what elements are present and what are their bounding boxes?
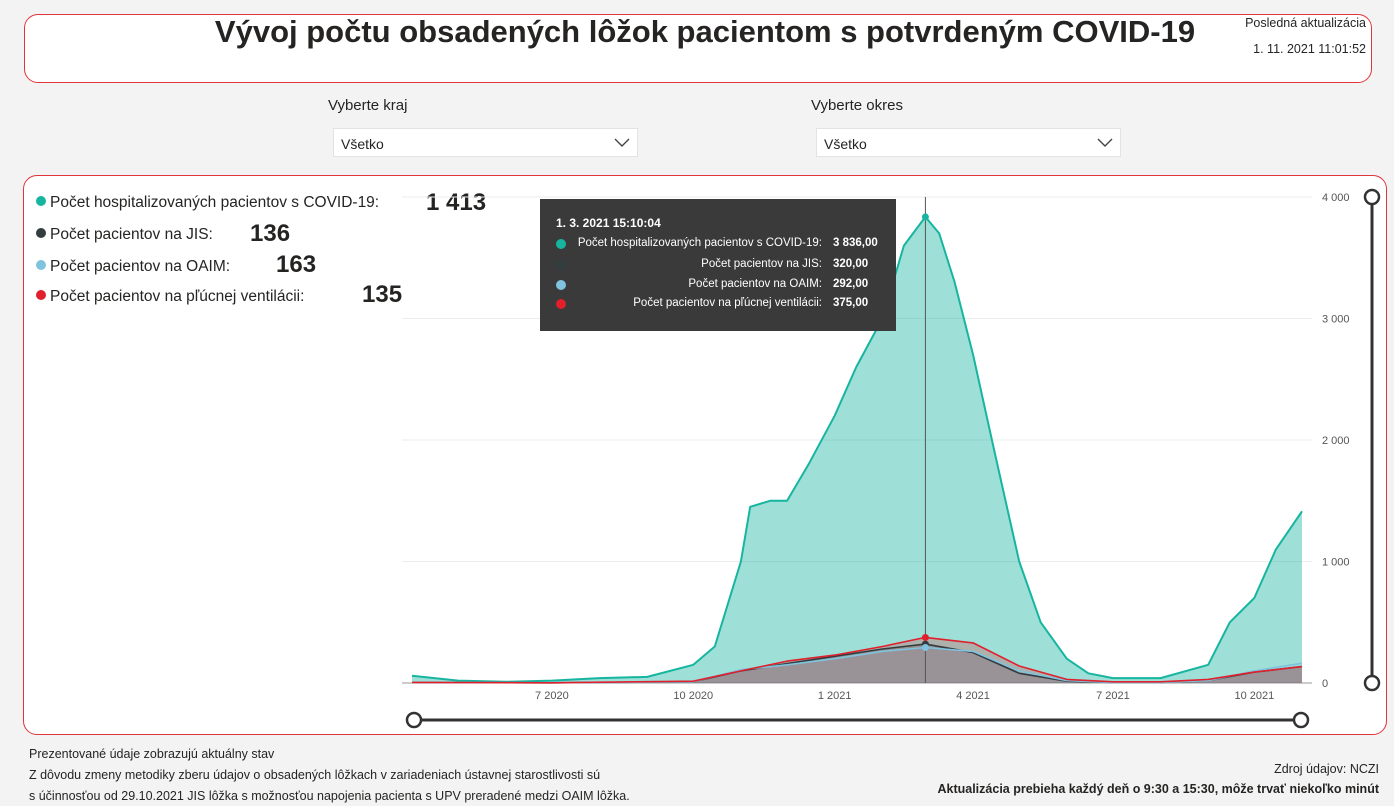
legend-icu-label: Počet pacientov na JIS:: [50, 226, 213, 243]
legend-hospitalized: Počet hospitalizovaných pacientov s COVI…: [36, 194, 379, 212]
legend-hospitalized-label: Počet hospitalizovaných pacientov s COVI…: [50, 194, 380, 211]
legend-dot-icon: [36, 290, 46, 300]
legend-dot-icon: [36, 196, 46, 206]
tooltip-row-name: Počet pacientov na pľúcnej ventilácii:: [633, 297, 822, 309]
series-area-oaim: [412, 647, 1302, 683]
legend-icu: Počet pacientov na JIS:: [36, 226, 213, 244]
tooltip-dot-icon: [556, 239, 566, 249]
chart-tooltip: 1. 3. 2021 15:10:04 Počet hospitalizovan…: [540, 199, 896, 331]
header-panel: [24, 14, 1372, 83]
y-tick-label: 3 000: [1322, 314, 1350, 326]
x-slider-left-handle[interactable]: [405, 711, 423, 729]
tooltip-row-value: 3 836,00: [833, 237, 878, 249]
tooltip-row: Počet hospitalizovaných pacientov s COVI…: [540, 237, 896, 253]
tooltip-dot-icon: [556, 280, 566, 290]
legend-oaim: Počet pacientov na OAIM:: [36, 258, 230, 276]
legend-dot-icon: [36, 260, 46, 270]
tooltip-row-value: 320,00: [833, 258, 869, 270]
kpi-oaim: 163: [276, 251, 317, 278]
x-tick-label: 4 2021: [956, 690, 990, 702]
y-tick-label: 1 000: [1322, 557, 1350, 569]
kpi-hospitalized: 1 413: [426, 189, 487, 216]
tooltip-row-name: Počet hospitalizovaných pacientov s COVI…: [577, 237, 822, 249]
legend-ventilation-label: Počet pacientov na pľúcnej ventilácii:: [50, 288, 305, 305]
legend-dot-icon: [36, 228, 46, 238]
legend-oaim-label: Počet pacientov na OAIM:: [50, 258, 231, 275]
tooltip-row-value: 292,00: [833, 278, 869, 290]
footer-line-2: Z dôvodu zmeny metodiky zberu údajov o o…: [29, 768, 601, 782]
y-tick-label: 0: [1322, 678, 1328, 690]
hover-point-oaim: [921, 644, 929, 652]
y-range-slider[interactable]: [1363, 188, 1381, 692]
x-tick-label: 7 2021: [1096, 690, 1130, 702]
x-tick-label: 10 2020: [673, 690, 713, 702]
tooltip-time: 1. 3. 2021 15:10:04: [556, 216, 661, 230]
y-slider-bottom-handle[interactable]: [1363, 674, 1381, 692]
chevron-down-icon: [1097, 138, 1113, 147]
footer-line-1: Prezentované údaje zobrazujú aktuálny st…: [29, 747, 275, 761]
tooltip-dot-icon: [556, 260, 566, 270]
y-slider-top-handle[interactable]: [1363, 188, 1381, 206]
y-tick-label: 4 000: [1322, 192, 1350, 204]
last-update-value: 1. 11. 2021 11:01:52: [1253, 42, 1366, 56]
tooltip-row: Počet pacientov na OAIM: 292,00: [540, 278, 896, 294]
series-area-ventilation: [412, 637, 1302, 683]
x-range-slider[interactable]: [405, 711, 1310, 729]
region-select[interactable]: Všetko: [333, 128, 638, 157]
x-tick-label: 7 2020: [535, 690, 569, 702]
series-area-icu: [412, 644, 1302, 683]
district-select-value: Všetko: [824, 136, 867, 152]
region-select-value: Všetko: [341, 136, 384, 152]
series-line-hospitalized: [411, 215, 1303, 683]
kpi-ventilation: 135: [362, 281, 403, 308]
legend-ventilation: Počet pacientov na pľúcnej ventilácii:: [36, 288, 304, 306]
update-note: Aktualizácia prebieha každý deň o 9:30 a…: [937, 782, 1379, 796]
chevron-down-icon: [614, 138, 630, 147]
hover-point-ventilation: [921, 633, 929, 641]
tooltip-row-name: Počet pacientov na JIS:: [701, 258, 822, 270]
tooltip-row-name: Počet pacientov na OAIM:: [688, 278, 822, 290]
region-filter-label: Vyberte kraj: [328, 97, 408, 114]
series-line-ventilation: [411, 636, 1303, 684]
footer-line-3: s účinnosťou od 29.10.2021 JIS lôžka s m…: [29, 789, 630, 803]
series-area-hospitalized: [412, 216, 1302, 683]
tooltip-dot-icon: [556, 299, 566, 309]
tooltip-row-value: 375,00: [833, 297, 869, 309]
last-update-label: Posledná aktualizácia: [1245, 16, 1366, 30]
page-title: Vývoj počtu obsadených lôžok pacientom s…: [214, 14, 1196, 49]
district-select[interactable]: Všetko: [816, 128, 1121, 157]
x-slider-right-handle[interactable]: [1292, 711, 1310, 729]
x-tick-label: 10 2021: [1234, 690, 1274, 702]
hover-point-hospitalized: [921, 213, 929, 221]
district-filter-label: Vyberte okres: [811, 97, 903, 114]
kpi-icu: 136: [250, 220, 291, 247]
tooltip-row: Počet pacientov na pľúcnej ventilácii: 3…: [540, 297, 896, 313]
x-tick-label: 1 2021: [818, 690, 852, 702]
y-tick-label: 2 000: [1322, 435, 1350, 447]
tooltip-row: Počet pacientov na JIS: 320,00: [540, 258, 896, 274]
data-source: Zdroj údajov: NCZI: [1274, 762, 1379, 776]
